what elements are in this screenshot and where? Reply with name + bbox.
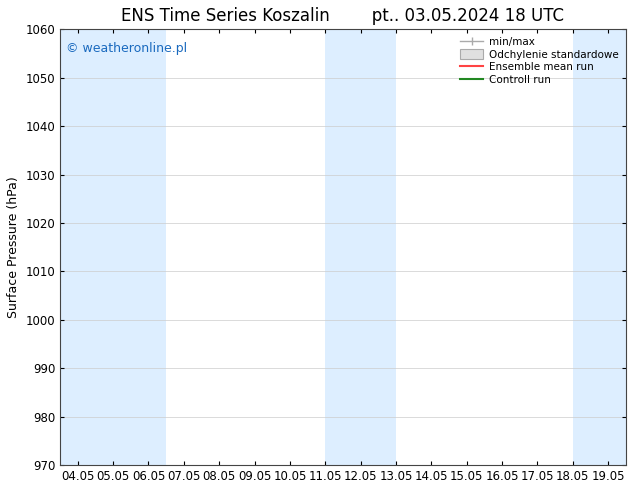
Text: © weatheronline.pl: © weatheronline.pl — [66, 42, 187, 55]
Y-axis label: Surface Pressure (hPa): Surface Pressure (hPa) — [7, 176, 20, 318]
Bar — [60, 29, 166, 465]
Bar — [325, 29, 396, 465]
Title: ENS Time Series Koszalin        pt.. 03.05.2024 18 UTC: ENS Time Series Koszalin pt.. 03.05.2024… — [121, 7, 564, 25]
Legend: min/max, Odchylenie standardowe, Ensemble mean run, Controll run: min/max, Odchylenie standardowe, Ensembl… — [458, 34, 621, 87]
Bar — [573, 29, 626, 465]
